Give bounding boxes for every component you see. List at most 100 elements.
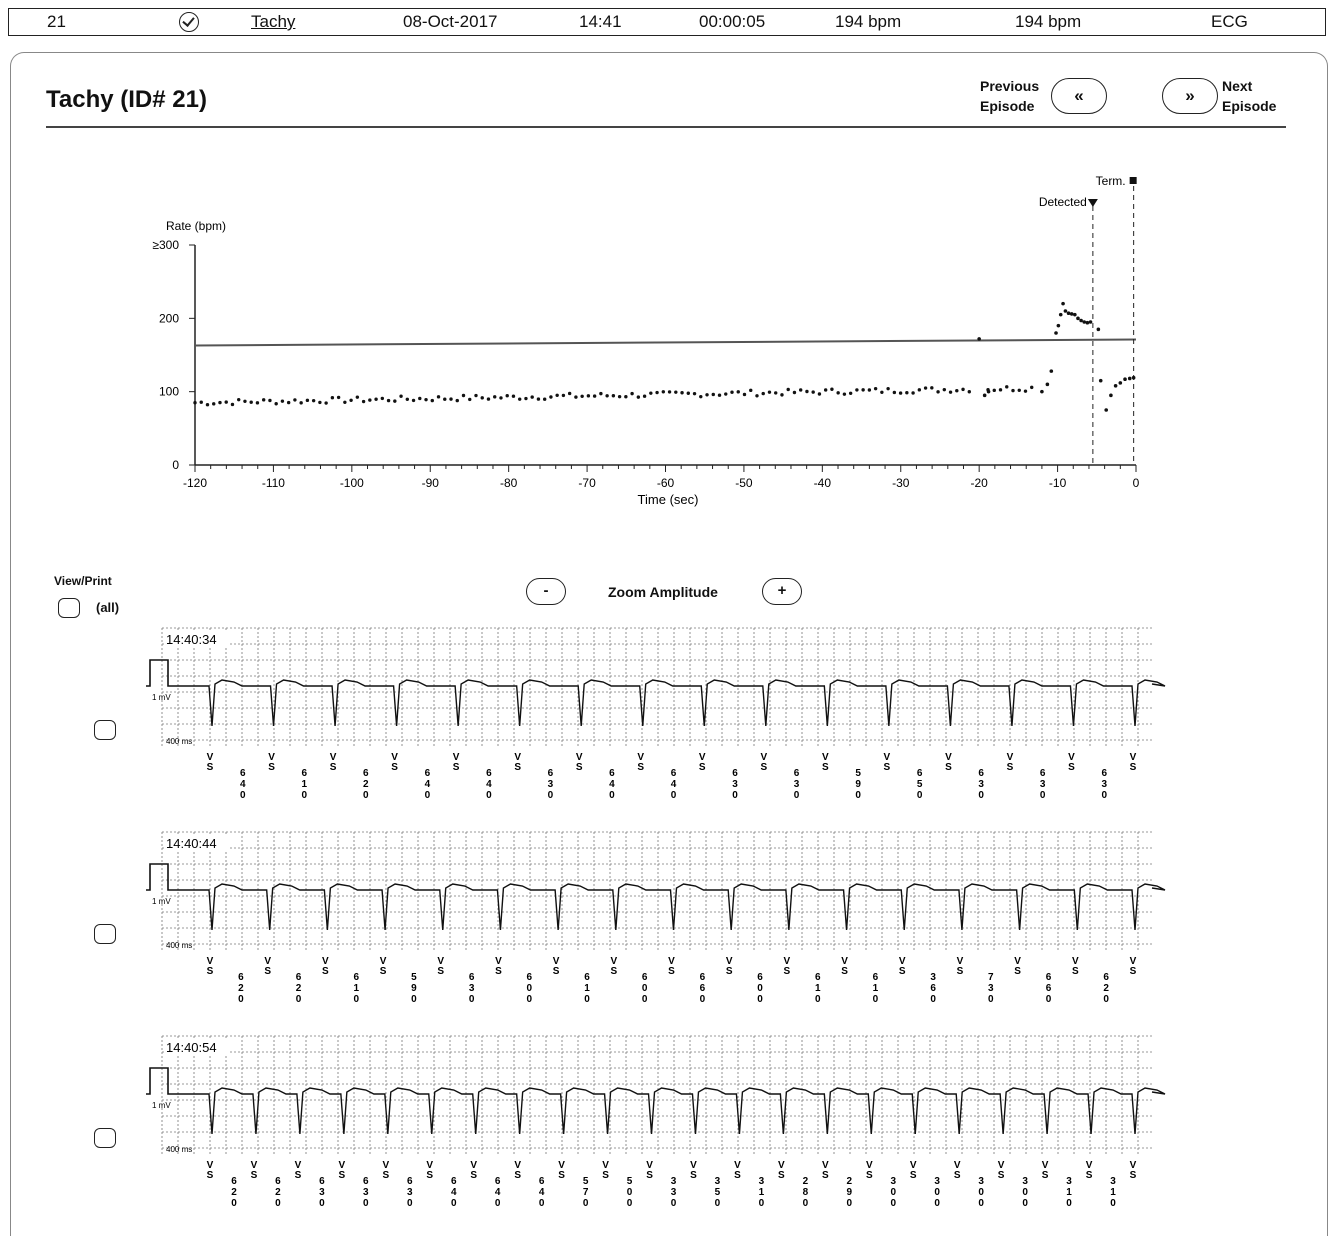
rate-point bbox=[761, 391, 765, 396]
sense-marker-bottom: S bbox=[1068, 762, 1075, 773]
timestamp-bg bbox=[164, 1039, 228, 1055]
summary-type-link[interactable]: Tachy bbox=[251, 12, 296, 31]
rate-point bbox=[474, 393, 478, 398]
x-tick-label: -40 bbox=[814, 476, 832, 490]
rate-point bbox=[1085, 320, 1090, 325]
interval-digit: 4 bbox=[451, 1187, 457, 1198]
rate-point bbox=[424, 397, 428, 402]
interval-digit: 6 bbox=[1046, 983, 1052, 994]
sense-marker-bottom: S bbox=[945, 762, 952, 773]
interval-digit: 0 bbox=[642, 994, 648, 1005]
strip-1-checkbox[interactable] bbox=[94, 720, 116, 740]
sense-marker-top: V bbox=[295, 1160, 302, 1171]
zoom-out-button[interactable]: - bbox=[526, 578, 566, 605]
interval-digit: 3 bbox=[715, 1176, 721, 1187]
calibration-ms-label: 400 ms bbox=[166, 737, 192, 746]
interval-digit: 6 bbox=[1101, 768, 1107, 779]
strip-3-checkbox[interactable] bbox=[94, 1128, 116, 1148]
rate-point bbox=[449, 397, 453, 401]
sense-marker-top: V bbox=[668, 956, 675, 967]
rate-point bbox=[1079, 318, 1083, 323]
rate-point bbox=[817, 392, 822, 396]
rate-point bbox=[418, 396, 422, 401]
interval-digit: 3 bbox=[794, 779, 800, 790]
rate-point bbox=[1023, 389, 1028, 393]
rate-point bbox=[649, 391, 653, 395]
interval-digit: 3 bbox=[978, 779, 984, 790]
sense-marker-top: V bbox=[339, 1160, 346, 1171]
rate-point bbox=[605, 394, 609, 398]
x-tick-label: -100 bbox=[340, 476, 364, 490]
rate-point bbox=[493, 395, 497, 399]
rate-point bbox=[355, 395, 360, 399]
interval-digit: 0 bbox=[583, 1198, 589, 1209]
rate-point bbox=[655, 390, 659, 395]
interval-digit: 6 bbox=[296, 972, 302, 983]
rate-point bbox=[243, 399, 247, 403]
sense-marker-bottom: S bbox=[726, 966, 733, 977]
next-episode-button[interactable]: » bbox=[1162, 78, 1218, 114]
interval-digit: 0 bbox=[238, 994, 244, 1005]
strip-timestamp: 14:40:34 bbox=[166, 632, 217, 647]
summary-date: 08-Oct-2017 bbox=[403, 12, 498, 31]
check-icon bbox=[179, 12, 199, 32]
rate-point bbox=[699, 394, 703, 399]
sense-marker-top: V bbox=[610, 956, 617, 967]
interval-digit: 4 bbox=[671, 779, 677, 790]
rate-point bbox=[661, 390, 666, 394]
interval-digit: 0 bbox=[847, 1198, 853, 1209]
rate-point bbox=[1049, 369, 1054, 373]
sense-marker-top: V bbox=[437, 956, 444, 967]
rate-point bbox=[530, 395, 534, 399]
rate-point bbox=[705, 393, 709, 397]
rate-point bbox=[293, 398, 297, 402]
interval-digit: 0 bbox=[527, 994, 533, 1005]
rate-point bbox=[599, 391, 603, 396]
sense-marker-bottom: S bbox=[330, 762, 337, 773]
sense-marker-bottom: S bbox=[207, 762, 214, 773]
interval-digit: 2 bbox=[1103, 983, 1109, 994]
interval-digit: 9 bbox=[855, 779, 861, 790]
strip-2-checkbox[interactable] bbox=[94, 924, 116, 944]
rate-point bbox=[955, 389, 959, 393]
sense-marker-bottom: S bbox=[899, 966, 906, 977]
interval-digit: 0 bbox=[451, 1198, 457, 1209]
interval-digit: 0 bbox=[732, 790, 738, 801]
rate-point bbox=[667, 390, 672, 394]
zoom-in-button[interactable]: + bbox=[762, 578, 802, 605]
sense-marker-bottom: S bbox=[437, 966, 444, 977]
rate-point bbox=[380, 396, 385, 401]
interval-digit: 6 bbox=[584, 972, 590, 983]
sense-marker-top: V bbox=[822, 752, 829, 763]
interval-digit: 4 bbox=[486, 779, 492, 790]
interval-digit: 0 bbox=[803, 1198, 809, 1209]
interval-digit: 4 bbox=[240, 779, 246, 790]
interval-digit: 0 bbox=[671, 1198, 677, 1209]
rate-point bbox=[936, 390, 940, 394]
rate-point bbox=[611, 394, 616, 398]
rate-point bbox=[842, 392, 847, 396]
interval-digit: 0 bbox=[627, 1187, 633, 1198]
interval-digit: 3 bbox=[319, 1187, 325, 1198]
previous-episode-button[interactable]: « bbox=[1051, 78, 1107, 114]
interval-digit: 6 bbox=[671, 768, 677, 779]
summary-rate: 194 bpm bbox=[835, 12, 902, 31]
episode-summary-row[interactable]: 21 Tachy 08-Oct-2017 14:41 00:00:05 194 … bbox=[8, 8, 1326, 36]
interval-digit: 6 bbox=[319, 1176, 325, 1187]
rate-point bbox=[555, 393, 559, 398]
rate-point bbox=[286, 400, 291, 405]
interval-digit: 9 bbox=[847, 1187, 853, 1198]
sense-marker-bottom: S bbox=[514, 762, 521, 773]
interval-digit: 2 bbox=[803, 1176, 809, 1187]
rate-point bbox=[873, 386, 878, 391]
rate-point bbox=[580, 394, 584, 398]
sense-marker-bottom: S bbox=[1007, 762, 1014, 773]
view-print-all-checkbox[interactable] bbox=[58, 598, 80, 618]
sense-marker-bottom: S bbox=[884, 762, 891, 773]
sense-marker-top: V bbox=[576, 752, 583, 763]
rate-point bbox=[524, 396, 528, 401]
rate-point bbox=[399, 394, 403, 398]
rate-point bbox=[905, 391, 909, 395]
interval-digit: 6 bbox=[873, 972, 879, 983]
interval-digit: 6 bbox=[1046, 972, 1052, 983]
